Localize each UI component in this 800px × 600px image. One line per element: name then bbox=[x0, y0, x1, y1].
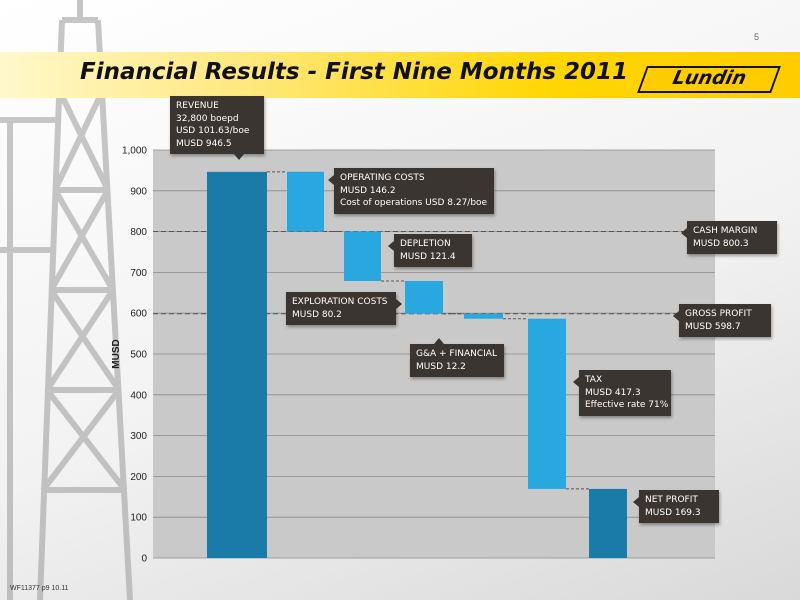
waterfall-bar bbox=[207, 171, 267, 558]
y-tick-label: 0 bbox=[141, 554, 147, 565]
step-callout: REVENUE 32,800 boepd USD 101.63/boe MUSD 94… bbox=[170, 96, 264, 160]
y-tick-label: 800 bbox=[130, 227, 147, 238]
reference-callout: GROSS PROFIT MUSD 598.7 bbox=[673, 304, 771, 337]
footer-code: WF11377 p9 10.11 bbox=[10, 585, 69, 592]
y-tick-label: 200 bbox=[130, 472, 147, 483]
callout-line: MUSD 598.7 bbox=[685, 321, 741, 332]
step-callout: TAX MUSD 417.3 Effective rate 71% bbox=[573, 370, 671, 416]
callout-title: GROSS PROFIT bbox=[685, 309, 752, 319]
page-number: 5 bbox=[754, 32, 760, 42]
callout-title: NET PROFIT bbox=[645, 495, 698, 505]
step-callout: G&A + FINANCIAL MUSD 12.2 bbox=[410, 338, 504, 377]
callout-title: REVENUE bbox=[176, 101, 219, 111]
waterfall-bar bbox=[405, 281, 443, 314]
y-axis-label: MUSD bbox=[111, 339, 122, 368]
step-callout: OPERATING COSTS MUSD 146.2 Cost of operati… bbox=[328, 168, 494, 214]
y-tick-label: 1,000 bbox=[122, 146, 147, 157]
callout-title: G&A + FINANCIAL bbox=[416, 349, 497, 359]
y-tick-label: 400 bbox=[130, 390, 147, 401]
callout-line: MUSD 12.2 bbox=[416, 361, 466, 372]
callout-line: 32,800 boepd bbox=[176, 113, 239, 124]
step-callout: DEPLETION MUSD 121.4 bbox=[388, 234, 472, 267]
oil-rig-silhouette bbox=[0, 0, 133, 600]
callout-title: OPERATING COSTS bbox=[340, 173, 425, 183]
step-callout: NET PROFIT MUSD 169.3 bbox=[633, 490, 719, 523]
reference-callout: CASH MARGIN MUSD 800.3 bbox=[681, 221, 777, 254]
callout-title: TAX bbox=[585, 375, 603, 385]
callout-line: Cost of operations USD 8.27/boe bbox=[340, 198, 488, 208]
waterfall-bar bbox=[344, 231, 381, 282]
y-tick-label: 500 bbox=[130, 350, 147, 361]
callout-title: EXPLORATION COSTS bbox=[292, 297, 388, 307]
y-tick-label: 100 bbox=[130, 513, 147, 524]
callout-line: MUSD 80.2 bbox=[292, 309, 342, 320]
waterfall-bar bbox=[464, 313, 503, 319]
step-callout: EXPLORATION COSTS MUSD 80.2 bbox=[286, 292, 402, 325]
callout-line: MUSD 946.5 bbox=[176, 138, 232, 149]
callout-title: CASH MARGIN bbox=[693, 226, 758, 236]
y-tick-label: 600 bbox=[130, 309, 147, 320]
callout-line: MUSD 800.3 bbox=[693, 238, 749, 249]
y-tick-label: 900 bbox=[130, 186, 147, 197]
callout-line: USD 101.63/boe bbox=[176, 126, 250, 136]
callout-line: MUSD 121.4 bbox=[400, 251, 456, 262]
waterfall-bar bbox=[589, 488, 627, 558]
callout-line: Effective rate 71% bbox=[585, 400, 669, 410]
waterfall-bar bbox=[528, 318, 566, 489]
waterfall-bar bbox=[287, 171, 324, 232]
callout-line: MUSD 417.3 bbox=[585, 387, 641, 398]
y-tick-label: 300 bbox=[130, 431, 147, 442]
slide-title: Financial Results - First Nine Months 20… bbox=[80, 59, 629, 85]
y-tick-label: 700 bbox=[130, 268, 147, 279]
callout-title: DEPLETION bbox=[400, 239, 451, 249]
callout-line: MUSD 146.2 bbox=[340, 185, 396, 196]
callout-line: MUSD 169.3 bbox=[645, 507, 701, 518]
